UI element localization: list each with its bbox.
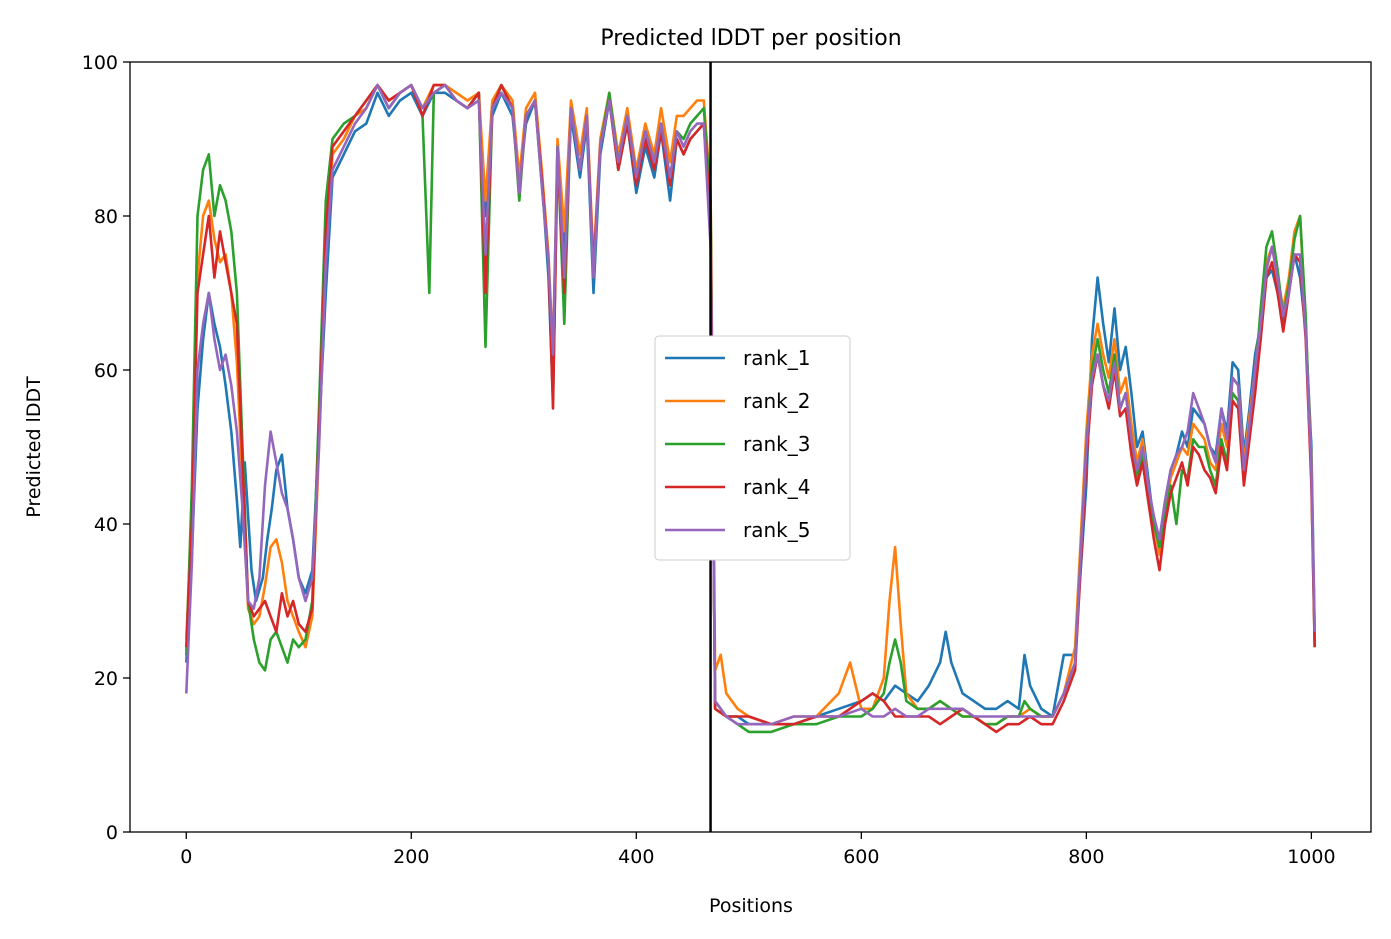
x-axis: 0 200 400 600 800 1000 — [180, 832, 1336, 868]
x-tick-label: 0 — [180, 846, 192, 868]
legend-label-rank_3: rank_3 — [743, 432, 810, 456]
y-axis: 0 20 40 60 80 100 — [82, 52, 130, 844]
y-tick-label: 100 — [82, 52, 118, 74]
y-axis-label: Predicted lDDT — [23, 376, 45, 518]
x-tick-label: 600 — [843, 846, 879, 868]
x-tick-label: 800 — [1068, 846, 1104, 868]
legend-label-rank_2: rank_2 — [743, 389, 810, 413]
legend-label-rank_4: rank_4 — [743, 475, 810, 499]
legend-box — [654, 335, 851, 561]
y-tick-label: 0 — [106, 822, 118, 844]
y-tick-label: 60 — [94, 360, 118, 382]
y-tick-label: 20 — [94, 668, 118, 690]
y-tick-label: 80 — [94, 206, 118, 228]
x-tick-label: 400 — [618, 846, 654, 868]
y-tick-label: 40 — [94, 514, 118, 536]
x-tick-label: 1000 — [1287, 846, 1335, 868]
legend-label-rank_1: rank_1 — [743, 346, 810, 370]
legend-label-rank_5: rank_5 — [743, 518, 810, 542]
chart-title: Predicted lDDT per position — [600, 26, 901, 51]
x-axis-label: Positions — [709, 895, 793, 917]
plot-frame — [129, 61, 1372, 833]
x-tick-label: 200 — [393, 846, 429, 868]
legend: rank_1 rank_2 rank_3 rank_4 rank_5 — [654, 335, 851, 561]
